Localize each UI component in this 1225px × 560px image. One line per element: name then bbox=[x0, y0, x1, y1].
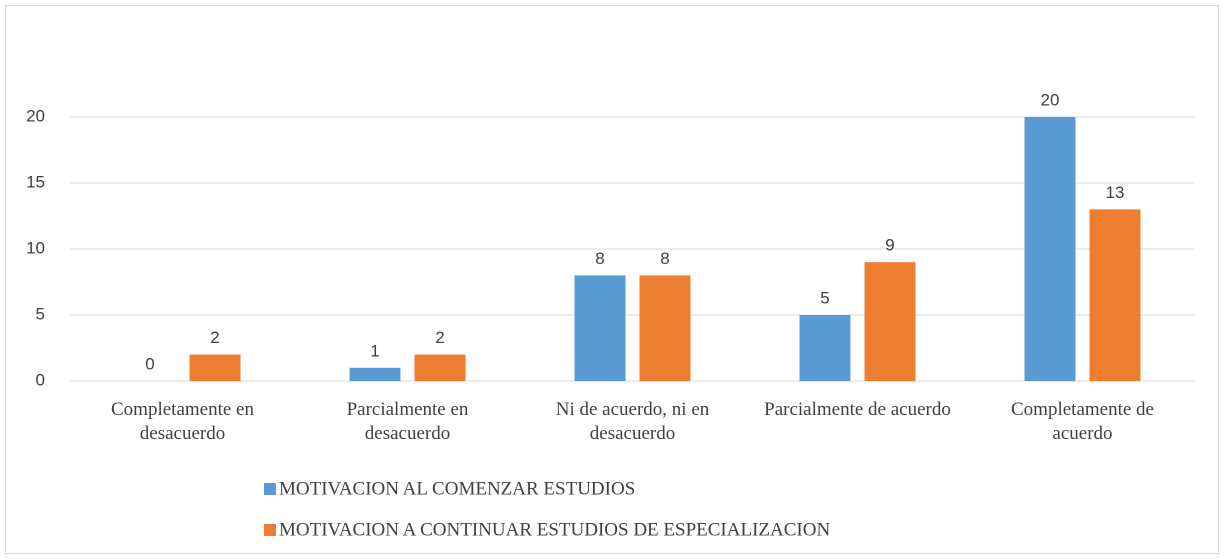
bar bbox=[574, 275, 626, 381]
y-tick-label: 0 bbox=[36, 370, 45, 389]
x-tick-label: Ni de acuerdo, ni en desacuerdo bbox=[555, 399, 710, 444]
data-label: 5 bbox=[820, 288, 829, 307]
x-tick-label: Completamente de acuerdo bbox=[1011, 399, 1154, 444]
data-label: 0 bbox=[145, 354, 154, 373]
x-tick-label: Parcialmente de acuerdo bbox=[764, 399, 951, 420]
data-label: 13 bbox=[1106, 183, 1125, 202]
bar bbox=[189, 354, 241, 381]
x-tick-label: Parcialmente en desacuerdo bbox=[346, 399, 469, 444]
bar bbox=[414, 354, 466, 381]
data-label: 9 bbox=[885, 236, 894, 255]
bar bbox=[639, 275, 691, 381]
y-tick-label: 20 bbox=[26, 106, 45, 125]
data-label: 2 bbox=[210, 328, 219, 347]
y-tick-label: 15 bbox=[26, 172, 45, 191]
data-label: 2 bbox=[435, 328, 444, 347]
y-tick-label: 5 bbox=[36, 304, 45, 323]
bar bbox=[799, 315, 851, 381]
legend-label: MOTIVACION AL COMENZAR ESTUDIOS bbox=[279, 478, 635, 499]
legend-swatch bbox=[264, 524, 276, 536]
data-label: 1 bbox=[370, 341, 379, 360]
bar bbox=[1024, 117, 1076, 381]
legend-swatch bbox=[264, 483, 276, 495]
data-label: 8 bbox=[595, 249, 604, 268]
data-label: 20 bbox=[1041, 90, 1060, 109]
y-tick-label: 10 bbox=[26, 238, 45, 257]
data-label: 8 bbox=[660, 249, 669, 268]
bar bbox=[349, 367, 401, 381]
bar bbox=[864, 262, 916, 381]
bar bbox=[1089, 209, 1141, 381]
legend-label: MOTIVACION A CONTINUAR ESTUDIOS DE ESPEC… bbox=[279, 519, 830, 540]
x-tick-label: Completamente en desacuerdo bbox=[111, 399, 254, 444]
